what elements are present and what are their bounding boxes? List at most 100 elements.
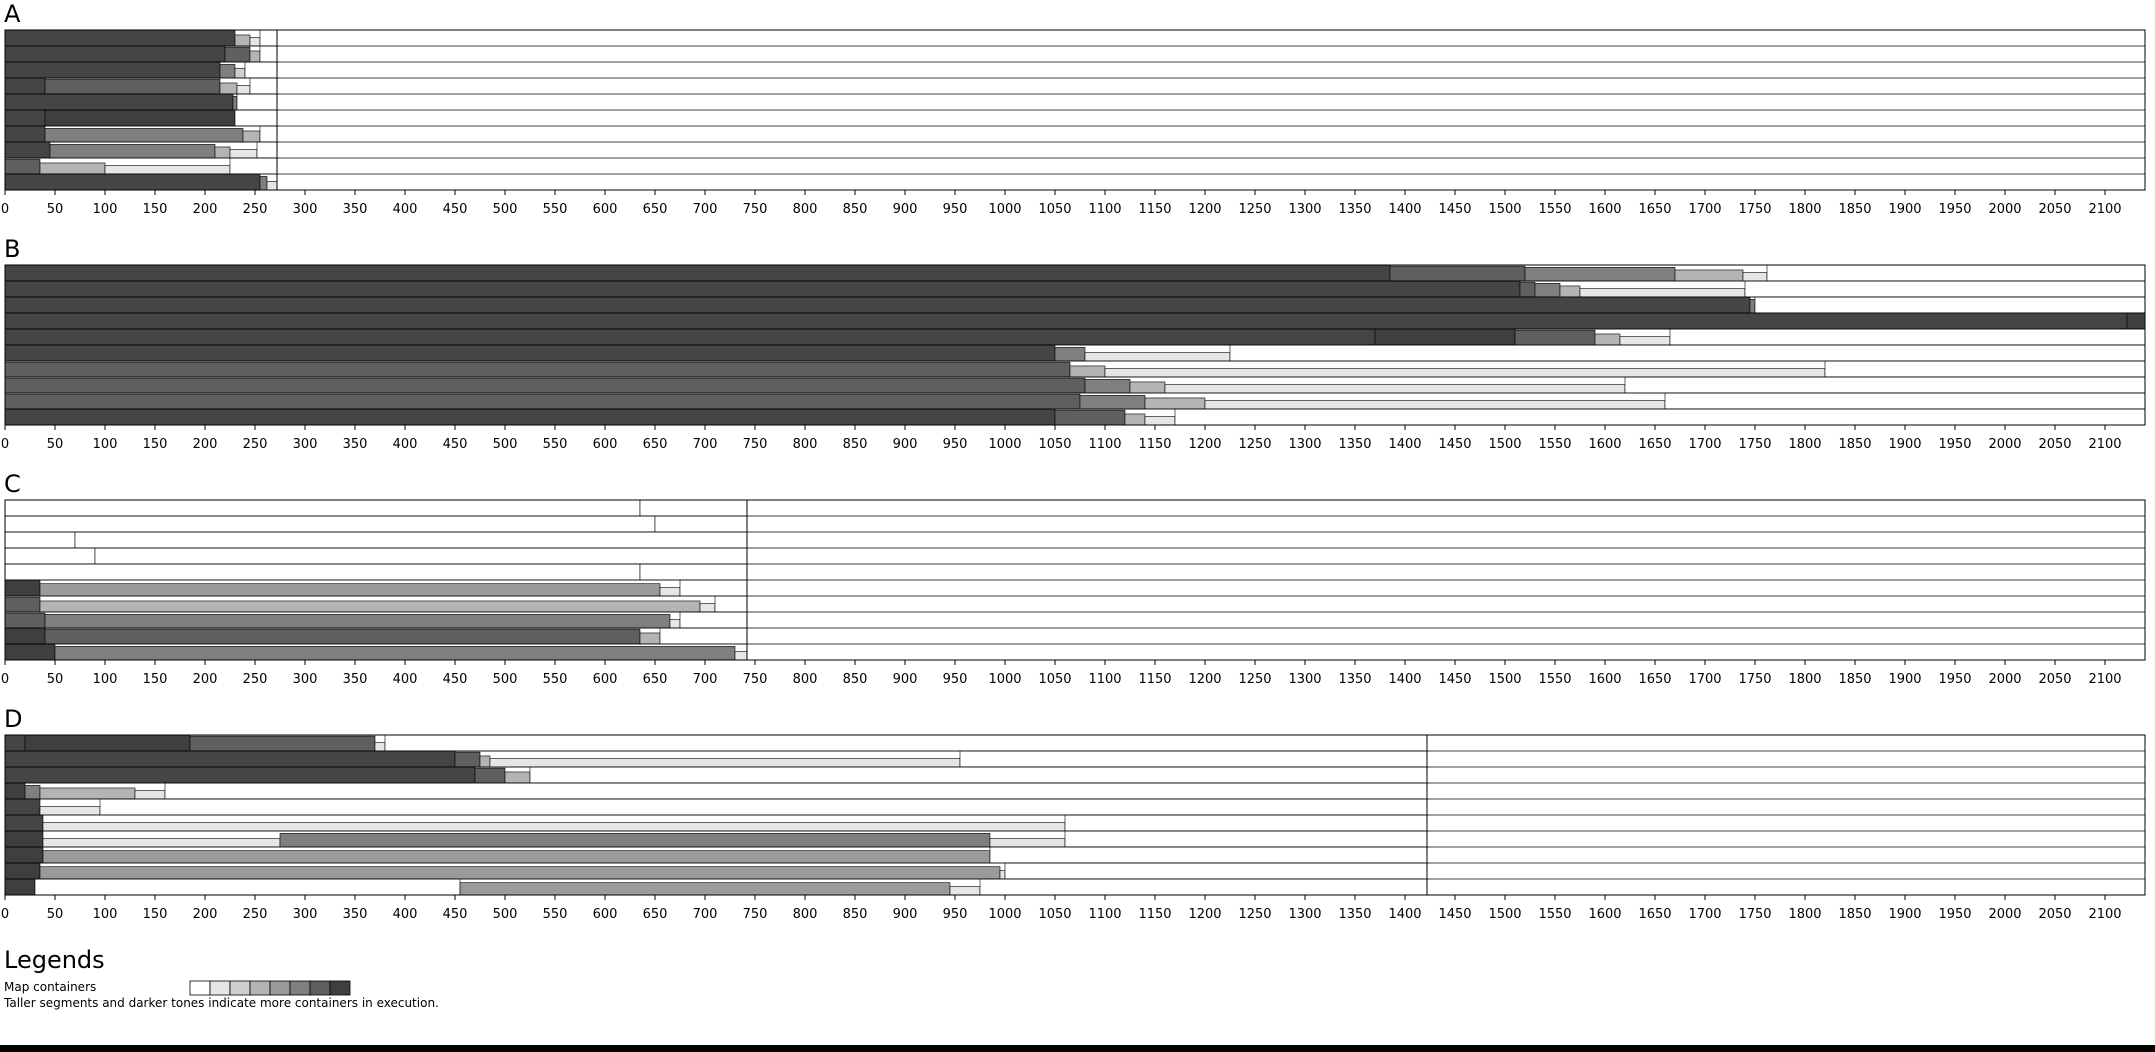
x-tick-label: 50	[47, 672, 64, 687]
x-tick-label: 1700	[1688, 202, 1721, 217]
bar-segment	[1624, 376, 2146, 394]
bar-segment	[249, 37, 261, 47]
x-tick-label: 200	[193, 907, 218, 922]
x-tick-label: 100	[93, 907, 118, 922]
bar-segment	[1559, 285, 1581, 298]
bar-segment	[1229, 344, 2146, 362]
x-tick-label: 750	[743, 907, 768, 922]
x-tick-label: 1300	[1288, 202, 1321, 217]
x-tick-label: 1300	[1288, 437, 1321, 452]
x-tick-label: 200	[193, 672, 218, 687]
bar-segment	[44, 78, 221, 95]
bar-segment	[244, 61, 278, 79]
bar-segment	[1374, 328, 1516, 346]
bar-segment	[4, 45, 226, 63]
x-tick-label: 400	[393, 907, 418, 922]
x-tick-label: 550	[543, 907, 568, 922]
bar-segment	[979, 878, 1428, 896]
x-tick-label: 650	[643, 437, 668, 452]
x-tick-label: 1850	[1838, 437, 1871, 452]
bar-segment	[249, 77, 278, 95]
x-tick-label: 250	[243, 437, 268, 452]
x-tick-label: 950	[943, 202, 968, 217]
x-tick-label: 1700	[1688, 437, 1721, 452]
bar-segment	[699, 603, 716, 613]
x-tick-label: 2050	[2038, 907, 2071, 922]
bar-segment	[1766, 264, 2146, 282]
x-tick-label: 1750	[1738, 202, 1771, 217]
bar-segment	[1174, 408, 2146, 426]
bar-segment	[999, 870, 1006, 880]
x-tick-label: 0	[1, 437, 9, 452]
x-tick-label: 2050	[2038, 202, 2071, 217]
x-tick-label: 1100	[1088, 672, 1121, 687]
bar-segment	[242, 130, 261, 143]
bar-segment	[1084, 379, 1131, 394]
x-tick-label: 1200	[1188, 437, 1221, 452]
bar-segment	[4, 515, 656, 533]
bar-segment	[679, 611, 748, 629]
x-tick-label: 1650	[1638, 202, 1671, 217]
x-tick-label: 1750	[1738, 672, 1771, 687]
x-tick-label: 150	[143, 202, 168, 217]
x-tick-label: 1350	[1338, 202, 1371, 217]
bar-segment	[4, 643, 56, 661]
bar-segment	[679, 579, 748, 597]
bar-segment	[1164, 384, 1626, 394]
x-tick-label: 800	[793, 907, 818, 922]
x-tick-label: 550	[543, 202, 568, 217]
x-tick-label: 300	[293, 437, 318, 452]
x-tick-label: 600	[593, 672, 618, 687]
x-tick-label: 1500	[1488, 907, 1521, 922]
bar-segment	[1079, 395, 1146, 410]
bar-segment	[529, 766, 1428, 784]
x-tick-label: 900	[893, 437, 918, 452]
x-tick-label: 1550	[1538, 202, 1571, 217]
bar-segment	[74, 531, 748, 549]
x-tick-label: 1100	[1088, 202, 1121, 217]
bar-segment	[99, 798, 1428, 816]
legend-swatch	[329, 980, 351, 996]
bar-segment	[1054, 347, 1086, 362]
x-tick-label: 1150	[1138, 437, 1171, 452]
x-tick-label: 850	[843, 672, 868, 687]
x-tick-label: 450	[443, 907, 468, 922]
x-tick-label: 1300	[1288, 907, 1321, 922]
x-tick-label: 1500	[1488, 202, 1521, 217]
x-tick-label: 1050	[1038, 437, 1071, 452]
x-tick-label: 550	[543, 672, 568, 687]
bar-segment	[654, 515, 748, 533]
x-tick-label: 650	[643, 907, 668, 922]
bar-segment	[4, 563, 641, 581]
legend-swatch	[189, 980, 211, 996]
bar-segment	[234, 109, 278, 127]
x-tick-label: 600	[593, 907, 618, 922]
legend: Legends Map containers Taller segments a…	[3, 946, 439, 1010]
panel-a: A 0 50 100 150 200 250 300 350 400 450 500 550 600 650…	[1, 0, 2146, 217]
bar-segment	[229, 157, 278, 175]
bar-segment	[4, 61, 221, 79]
x-tick-label: 1450	[1438, 437, 1471, 452]
x-tick-label: 1700	[1688, 907, 1721, 922]
x-tick-label: 1600	[1588, 672, 1621, 687]
x-tick-label: 2050	[2038, 672, 2071, 687]
x-tick-label: 1800	[1788, 907, 1821, 922]
bar-segment	[259, 176, 268, 191]
x-tick-label: 1450	[1438, 907, 1471, 922]
bar-segment	[259, 29, 278, 47]
bar-segment	[4, 830, 44, 848]
x-tick-label: 1900	[1888, 437, 1921, 452]
x-tick-label: 50	[47, 437, 64, 452]
bar-segment	[4, 531, 76, 549]
x-tick-label: 1550	[1538, 437, 1571, 452]
x-tick-label: 700	[693, 202, 718, 217]
bar-segment	[4, 264, 1391, 282]
bar-segment	[1524, 267, 1676, 282]
x-tick-label: 1350	[1338, 907, 1371, 922]
x-tick-label: 2050	[2038, 437, 2071, 452]
x-tick-label: 100	[93, 672, 118, 687]
x-tick-label: 500	[493, 672, 518, 687]
bar-segment	[4, 173, 261, 191]
x-tick-label: 1250	[1238, 202, 1271, 217]
x-tick-label: 300	[293, 202, 318, 217]
